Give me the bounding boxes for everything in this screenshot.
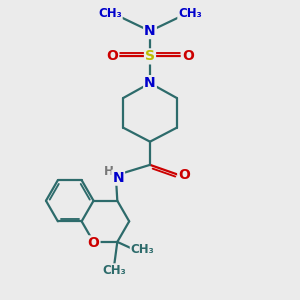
Text: H: H (104, 165, 114, 178)
Text: CH₃: CH₃ (98, 7, 122, 20)
Text: O: O (182, 50, 194, 63)
Text: CH₃: CH₃ (131, 243, 154, 256)
Text: O: O (106, 50, 118, 63)
Text: S: S (145, 50, 155, 63)
Text: N: N (144, 76, 156, 90)
Text: N: N (144, 24, 156, 38)
Text: N: N (112, 171, 124, 184)
Text: CH₃: CH₃ (103, 264, 126, 277)
Text: O: O (88, 236, 100, 250)
Text: CH₃: CH₃ (178, 7, 202, 20)
Text: O: O (178, 168, 190, 182)
